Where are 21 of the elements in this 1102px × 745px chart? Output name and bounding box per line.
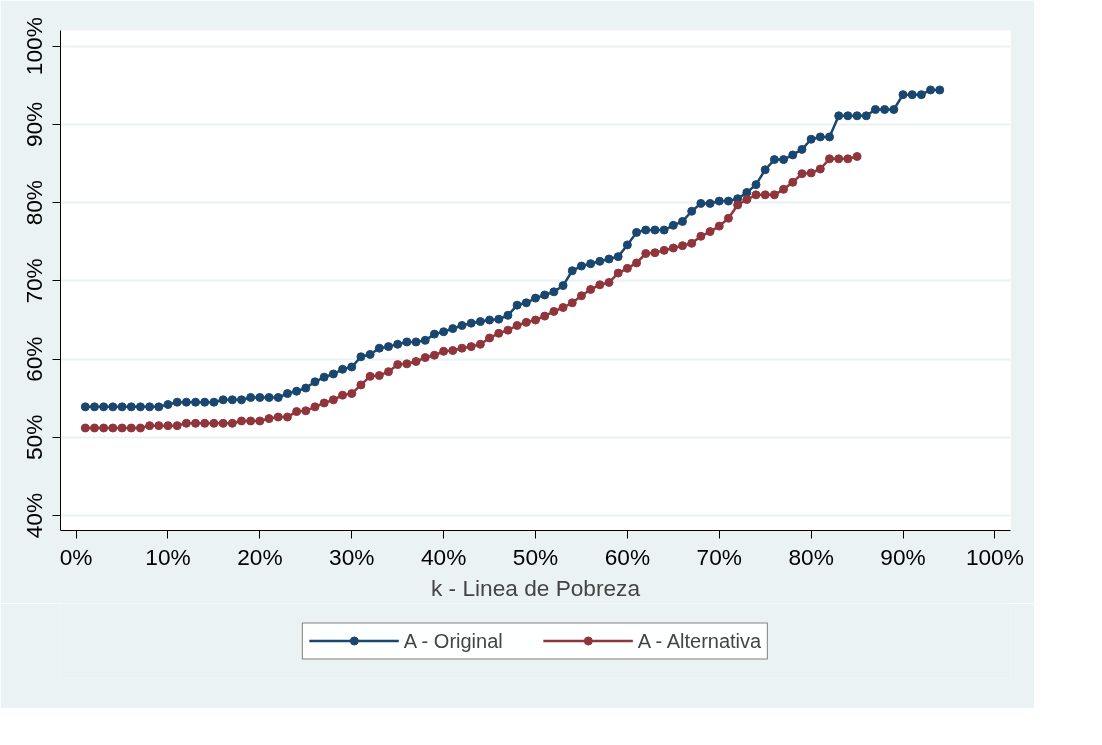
y-tick-label: 80% (21, 179, 48, 226)
x-tick-label: 0% (59, 543, 93, 570)
x-tick-label: 60% (604, 543, 651, 570)
x-tick-label: 80% (788, 543, 834, 570)
x-tick-label: 50% (512, 543, 559, 570)
x-tick-label: 90% (880, 543, 926, 570)
legend-label: A - Original (403, 629, 503, 652)
x-tick-label: 70% (696, 543, 742, 570)
y-tick-label: 40% (21, 492, 48, 539)
x-tick-label: 100% (965, 543, 1024, 570)
x-tick-label: 40% (420, 543, 467, 570)
y-tick-label: 70% (21, 258, 48, 304)
y-tick-label: 60% (21, 336, 48, 382)
x-tick-label: 10% (145, 543, 191, 570)
x-axis-title: k - Linea de Pobreza (430, 574, 641, 601)
x-tick-label: 30% (329, 543, 375, 570)
y-tick-label: 50% (21, 414, 48, 461)
y-tick-label: 100% (21, 17, 48, 76)
x-tick-label: 20% (237, 543, 283, 570)
y-tick-label: 90% (21, 101, 48, 148)
legend-label: A - Alternativa (637, 629, 762, 652)
